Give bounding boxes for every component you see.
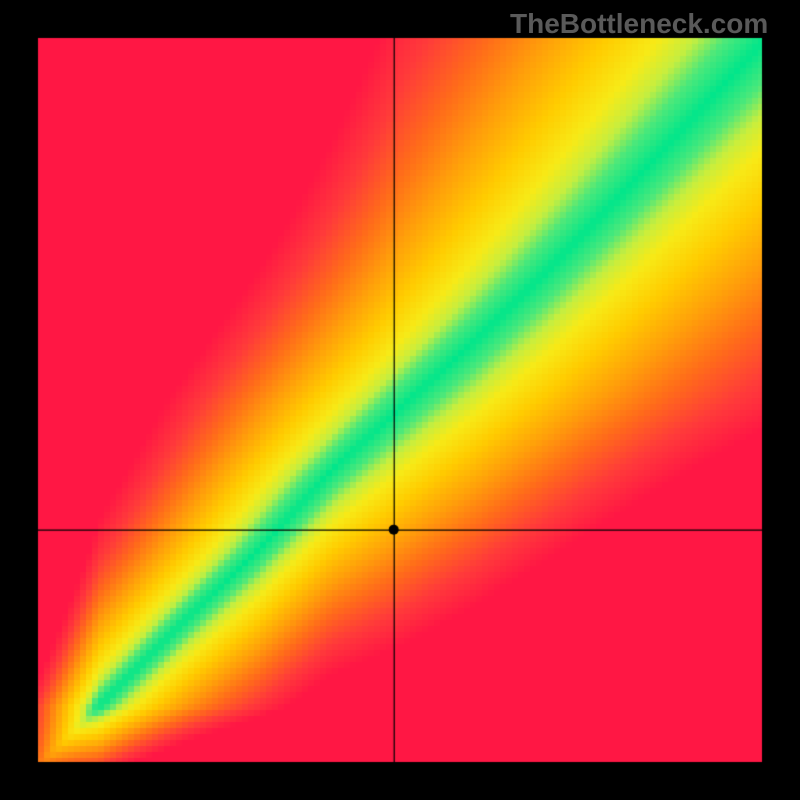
bottleneck-heatmap bbox=[0, 0, 800, 800]
watermark-text: TheBottleneck.com bbox=[510, 8, 768, 40]
